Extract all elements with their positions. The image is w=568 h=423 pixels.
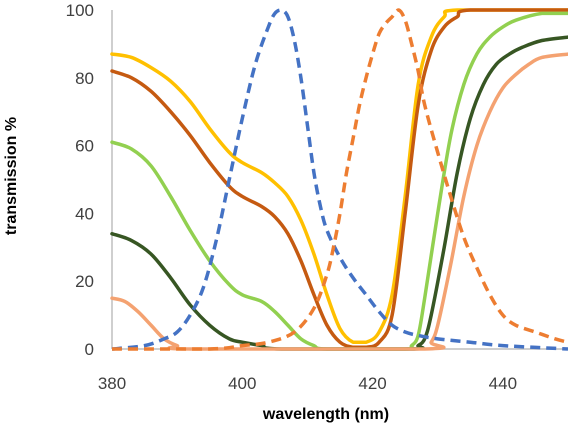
y-tick-label: 100 — [66, 1, 94, 20]
y-axis-title: transmission % — [3, 117, 20, 235]
y-tick-label: 40 — [75, 204, 94, 223]
x-tick-label: 420 — [358, 374, 386, 393]
series-line-7 — [112, 8, 568, 351]
x-tick-label: 380 — [98, 374, 126, 393]
y-tick-label: 80 — [75, 69, 94, 88]
tick-labels: 380 400 420 440 0 20 40 60 80 100 — [66, 1, 517, 393]
series-line-6 — [111, 8, 568, 351]
y-tick-label: 0 — [85, 340, 94, 359]
x-tick-label: 440 — [489, 374, 517, 393]
series-line-5 — [110, 52, 568, 351]
y-tick-label: 20 — [75, 272, 94, 291]
series-line-3 — [110, 11, 568, 351]
series-group — [110, 8, 568, 351]
x-tick-label: 400 — [228, 374, 256, 393]
series-line-2 — [110, 8, 568, 350]
x-axis-title: wavelength (nm) — [262, 406, 389, 423]
series-line-4 — [110, 35, 568, 351]
y-tick-label: 60 — [75, 137, 94, 156]
series-line-1 — [110, 8, 568, 344]
